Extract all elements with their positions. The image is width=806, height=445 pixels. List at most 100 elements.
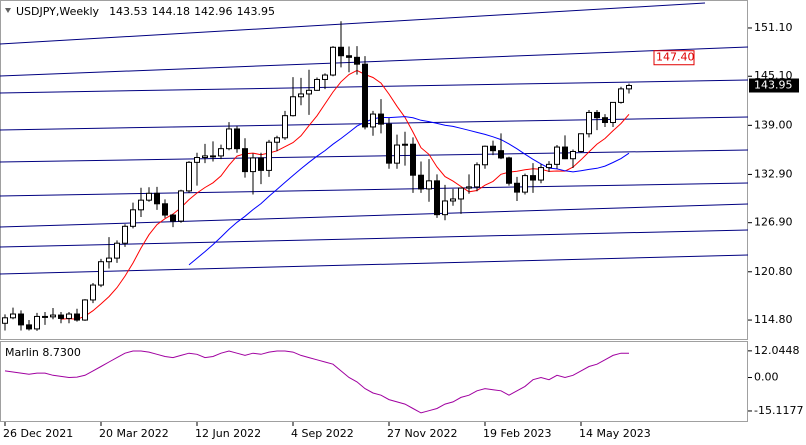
trend-line: [0, 2, 706, 45]
candle-body: [34, 315, 40, 330]
level-label-box: [653, 50, 695, 66]
candle-body: [450, 198, 456, 202]
candle-body: [378, 113, 384, 125]
candle-body: [498, 150, 504, 159]
symbol: USDJPY,Weekly: [16, 5, 100, 18]
y-tick-label: 120.80: [754, 265, 793, 278]
candle-body: [370, 113, 376, 128]
candle-body: [218, 148, 224, 157]
candle-body: [410, 143, 416, 176]
candle-body: [554, 146, 560, 165]
x-tick-label: 4 Sep 2022: [291, 427, 354, 440]
candle-body: [50, 314, 56, 318]
candle-body: [154, 192, 160, 205]
y-tick-label: 126.90: [754, 216, 793, 229]
candle-body: [282, 115, 288, 139]
candle-body: [338, 46, 344, 57]
candle-body: [346, 55, 352, 58]
candle-body: [570, 150, 576, 160]
x-tick-label: 20 Mar 2022: [99, 427, 169, 440]
candle-body: [58, 314, 64, 319]
chart-header: USDJPY,Weekly 143.53 144.18 142.96 143.95: [16, 5, 275, 18]
trend-line: [0, 182, 749, 197]
candle-body: [194, 157, 200, 163]
candle-body: [178, 190, 184, 222]
y-tick-label: 139.00: [754, 118, 793, 131]
candle-body: [122, 225, 128, 244]
y-tick-label: 132.90: [754, 167, 793, 180]
x-tick-label: 14 May 2023: [579, 427, 651, 440]
candle-body: [74, 313, 80, 321]
candle-body: [490, 145, 496, 152]
candle-body: [538, 167, 544, 181]
candle-body: [234, 128, 240, 150]
candle-body: [314, 78, 320, 91]
candle-body: [266, 141, 272, 171]
oscillator-panel: [0, 341, 748, 422]
candle-body: [210, 155, 216, 158]
candle-body: [506, 157, 512, 184]
candle-body: [418, 174, 424, 190]
symbol-icon: [5, 8, 11, 13]
candle-body: [18, 313, 24, 326]
trend-lines: [0, 2, 749, 275]
candle-body: [442, 200, 448, 216]
candle-body: [90, 284, 96, 301]
candle-body: [42, 315, 48, 318]
candle-body: [618, 88, 624, 103]
y-tick-label: -15.1177: [754, 404, 803, 417]
candle-body: [162, 203, 168, 216]
y-tick-label: 12.0448: [754, 344, 800, 357]
candle-body: [322, 74, 328, 80]
candle-body: [106, 257, 112, 263]
candle-body: [394, 144, 400, 164]
candle-body: [242, 148, 248, 173]
candle-body: [26, 324, 32, 330]
candle-body: [594, 111, 600, 119]
candle-body: [386, 123, 392, 164]
candle-body: [202, 155, 208, 159]
candle-body: [290, 96, 296, 117]
candle-body: [330, 46, 336, 76]
candle-body: [402, 143, 408, 146]
candle-body: [578, 133, 584, 152]
x-tick-label: 27 Nov 2022: [387, 427, 457, 440]
candle-body: [258, 157, 264, 171]
trend-line: [0, 79, 749, 94]
close-value: 143.95: [237, 5, 276, 18]
candle-body: [602, 117, 608, 124]
candle-body: [138, 199, 144, 211]
x-tick-label: 12 Jun 2022: [195, 427, 261, 440]
candle-body: [610, 101, 616, 124]
candle-body: [170, 214, 176, 222]
y-tick-label: 114.80: [754, 313, 793, 326]
candle-body: [306, 89, 312, 95]
candle-body: [466, 186, 472, 189]
main-panel: [0, 0, 748, 340]
candle-body: [354, 56, 360, 65]
candle-body: [98, 261, 104, 286]
candle-body: [250, 157, 256, 173]
candle-body: [186, 161, 192, 192]
candle-body: [10, 313, 16, 319]
candle-body: [130, 209, 136, 227]
candle-body: [482, 145, 488, 166]
candle-body: [458, 187, 464, 200]
candle-body: [474, 164, 480, 188]
y-tick-label: 151.10: [754, 21, 793, 34]
x-tick-label: 26 Dec 2021: [3, 427, 73, 440]
candle-body: [66, 313, 72, 319]
candle-body: [114, 242, 120, 259]
candle-body: [298, 93, 304, 98]
candle-body: [562, 146, 568, 160]
price-label: 143.95: [754, 78, 793, 91]
price-label-box: [749, 78, 799, 93]
candle-body: [434, 180, 440, 216]
trend-line: [0, 203, 749, 228]
moving-average: [188, 116, 630, 266]
trend-line: [0, 46, 749, 77]
oscillator-line: [4, 350, 629, 414]
moving-average: [60, 69, 630, 320]
candle-body: [426, 180, 432, 190]
